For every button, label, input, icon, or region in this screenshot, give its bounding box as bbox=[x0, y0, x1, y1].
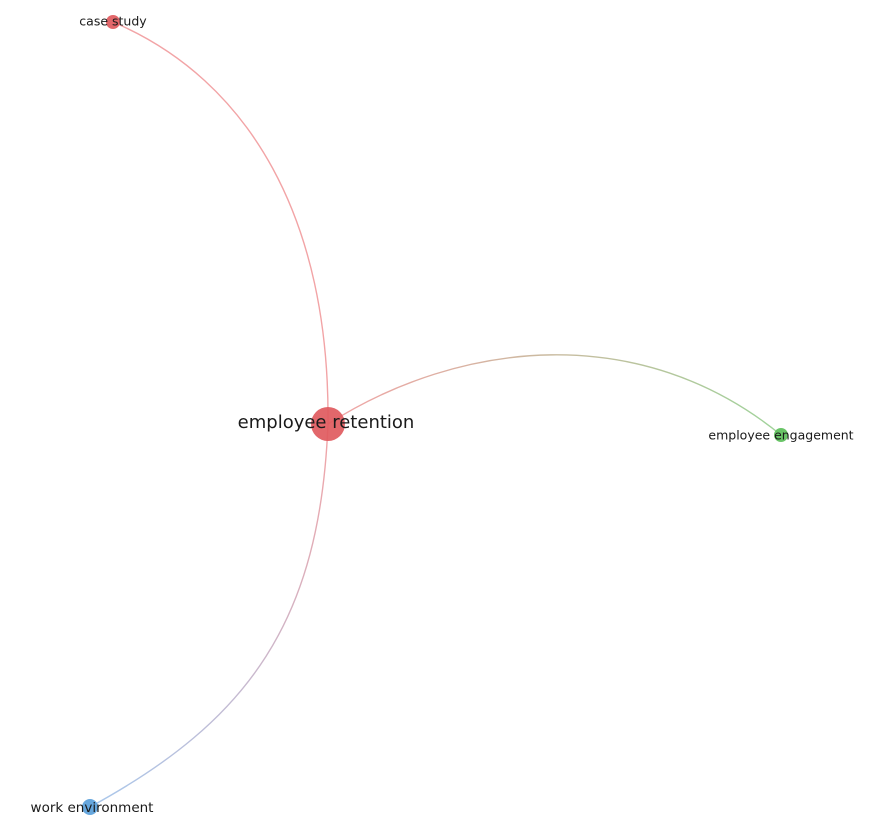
node-work-environment[interactable] bbox=[82, 799, 98, 815]
edges bbox=[89, 21, 782, 808]
node-employee-retention[interactable] bbox=[311, 407, 345, 441]
node-employee-engagement[interactable] bbox=[774, 428, 788, 442]
node-case-study[interactable] bbox=[106, 15, 120, 29]
label-employee-retention: employee retention bbox=[238, 412, 415, 433]
label-work-environment: work environment bbox=[31, 800, 154, 816]
edge-employee-retention-work-environment bbox=[89, 423, 329, 808]
label-employee-engagement: employee engagement bbox=[708, 428, 853, 443]
labels: employee retention case study employee e… bbox=[31, 14, 854, 817]
nodes bbox=[82, 15, 788, 815]
edge-employee-retention-case-study bbox=[112, 21, 329, 425]
label-case-study: case study bbox=[79, 14, 147, 29]
edge-employee-retention-employee-engagement bbox=[327, 354, 782, 436]
